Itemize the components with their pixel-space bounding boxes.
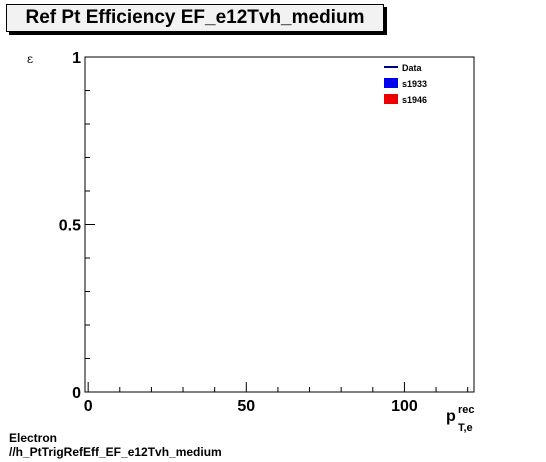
y-axis-label: ε <box>27 52 33 66</box>
y-tick-label: 1 <box>72 50 81 67</box>
legend-label: s1946 <box>402 95 427 105</box>
x-axis: 0 50 100 <box>84 382 469 415</box>
legend-label: Data <box>402 63 423 73</box>
x-tick-label: 100 <box>391 398 418 415</box>
y-tick-label: 0 <box>72 385 81 402</box>
x-axis-label-main: p <box>446 408 456 425</box>
x-axis-label-sup: rec <box>458 404 475 416</box>
legend: Data s1933 s1946 <box>384 63 427 105</box>
plot-area-frame <box>84 56 475 393</box>
x-axis-label-sub: T,e <box>458 422 473 434</box>
x-tick-label: 0 <box>84 398 93 415</box>
chart-title: Ref Pt Efficiency EF_e12Tvh_medium <box>6 4 384 32</box>
footer-histogram-path: //h_PtTrigRefEff_EF_e12Tvh_medium <box>9 445 222 459</box>
legend-label: s1933 <box>402 79 427 89</box>
footer-category: Electron <box>9 431 58 445</box>
y-axis: 00.51 <box>59 50 95 402</box>
x-tick-label: 50 <box>237 398 255 415</box>
legend-box-marker <box>384 78 398 88</box>
x-axis-label: p rec T,e <box>446 404 475 434</box>
legend-box-marker <box>384 94 398 104</box>
y-tick-label: 0.5 <box>59 218 81 235</box>
